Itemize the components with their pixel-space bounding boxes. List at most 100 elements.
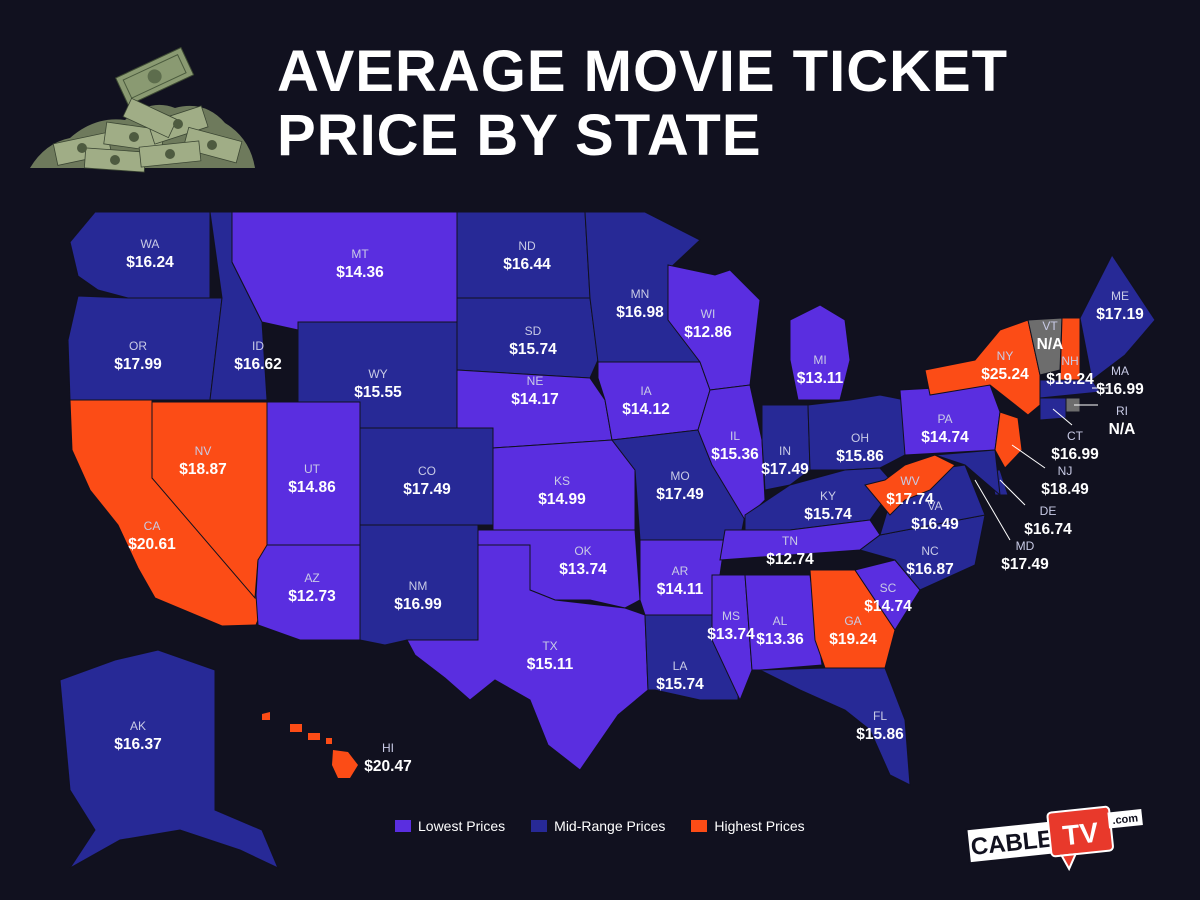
legend-label-mid: Mid-Range Prices — [554, 818, 666, 834]
state-abbr-nj: NJ — [1058, 464, 1073, 478]
state-price-me: $17.19 — [1096, 306, 1144, 323]
state-shape-ks — [492, 439, 636, 531]
state-abbr-sc: SC — [880, 581, 897, 595]
state-abbr-vt: VT — [1042, 319, 1058, 333]
page-title: AVERAGE MOVIE TICKET PRICE BY STATE — [277, 40, 1008, 168]
state-abbr-ca: CA — [144, 519, 161, 533]
state-price-ca: $20.61 — [128, 536, 176, 553]
state-price-mo: $17.49 — [656, 486, 704, 503]
state-price-de: $16.74 — [1024, 521, 1072, 538]
legend-swatch-mid — [531, 820, 548, 832]
state-price-mi: $13.11 — [797, 370, 844, 387]
state-price-nm: $16.99 — [394, 596, 442, 613]
leader-line-nj — [1011, 444, 1046, 469]
legend-label-lowest: Lowest Prices — [418, 818, 506, 834]
state-price-nd: $16.44 — [503, 256, 551, 273]
state-shape-al — [744, 574, 823, 671]
state-price-ia: $14.12 — [622, 401, 669, 418]
cabletv-logo: CABLE TV .com — [962, 800, 1152, 880]
state-price-id: $16.62 — [234, 356, 281, 373]
state-price-ma: $16.99 — [1096, 381, 1144, 398]
state-abbr-id: ID — [252, 339, 264, 353]
state-abbr-ne: NE — [527, 374, 544, 388]
state-abbr-ma: MA — [1111, 364, 1129, 378]
state-shape-sd — [456, 297, 599, 379]
state-shape-ak — [59, 649, 279, 870]
state-abbr-wi: WI — [701, 307, 716, 321]
state-price-ks: $14.99 — [538, 491, 586, 508]
legend: Lowest Prices Mid-Range Prices Highest P… — [395, 818, 805, 834]
logo-tv-text: TV — [1061, 817, 1100, 852]
state-price-ky: $15.74 — [804, 506, 852, 523]
state-abbr-wa: WA — [141, 237, 160, 251]
leader-line-de — [999, 479, 1026, 506]
state-abbr-mo: MO — [670, 469, 689, 483]
state-price-vt: N/A — [1037, 336, 1064, 353]
legend-swatch-lowest — [395, 820, 411, 832]
state-price-or: $17.99 — [114, 356, 162, 373]
state-abbr-sd: SD — [525, 324, 542, 338]
state-price-in: $17.49 — [761, 461, 809, 478]
state-abbr-ri: RI — [1116, 404, 1128, 418]
state-price-wi: $12.86 — [684, 324, 732, 341]
state-price-ne: $14.17 — [511, 391, 558, 408]
state-abbr-ky: KY — [820, 489, 836, 503]
state-abbr-fl: FL — [873, 709, 887, 723]
state-price-ms: $13.74 — [707, 626, 755, 643]
state-shape-wv — [864, 454, 956, 516]
state-abbr-mi: MI — [813, 353, 826, 367]
legend-swatch-highest — [691, 820, 708, 832]
state-price-ny: $25.24 — [981, 366, 1029, 383]
state-abbr-nm: NM — [409, 579, 428, 593]
state-abbr-de: DE — [1040, 504, 1057, 518]
legend-item-highest: Highest Prices — [691, 818, 805, 834]
state-shape-mi — [789, 304, 851, 401]
state-price-az: $12.73 — [288, 588, 336, 605]
state-abbr-mn: MN — [631, 287, 650, 301]
state-abbr-pa: PA — [937, 412, 952, 426]
money-pile-icon — [25, 38, 260, 178]
state-abbr-oh: OH — [851, 431, 869, 445]
state-abbr-ok: OK — [574, 544, 591, 558]
state-shape-hi-island-5 — [332, 750, 358, 778]
state-abbr-al: AL — [773, 614, 788, 628]
legend-label-highest: Highest Prices — [714, 818, 805, 834]
state-abbr-ga: GA — [844, 614, 861, 628]
state-abbr-ut: UT — [304, 462, 321, 476]
state-abbr-la: LA — [673, 659, 688, 673]
state-price-sd: $15.74 — [509, 341, 557, 358]
state-abbr-or: OR — [129, 339, 147, 353]
state-price-la: $15.74 — [656, 676, 704, 693]
state-price-il: $15.36 — [711, 446, 759, 463]
state-price-pa: $14.74 — [921, 429, 969, 446]
state-price-ga: $19.24 — [829, 631, 877, 648]
state-price-ut: $14.86 — [288, 479, 336, 496]
state-price-nh: $19.24 — [1046, 371, 1094, 388]
state-abbr-in: IN — [779, 444, 791, 458]
state-abbr-nc: NC — [921, 544, 939, 558]
state-shape-nd — [456, 211, 591, 299]
state-abbr-ny: NY — [997, 349, 1014, 363]
state-price-tx: $15.11 — [527, 656, 574, 673]
state-price-ak: $16.37 — [114, 736, 161, 753]
state-abbr-nv: NV — [195, 444, 212, 458]
state-abbr-az: AZ — [304, 571, 319, 585]
state-abbr-il: IL — [730, 429, 740, 443]
state-abbr-ar: AR — [672, 564, 689, 578]
state-price-ar: $14.11 — [657, 581, 704, 598]
state-abbr-tx: TX — [542, 639, 557, 653]
state-abbr-ak: AK — [130, 719, 146, 733]
state-abbr-ks: KS — [554, 474, 570, 488]
state-abbr-co: CO — [418, 464, 436, 478]
state-shape-hi-island-1 — [262, 712, 270, 720]
state-abbr-md: MD — [1016, 539, 1035, 553]
state-price-md: $17.49 — [1001, 556, 1049, 573]
title-line-2: PRICE BY STATE — [277, 103, 762, 168]
state-abbr-ia: IA — [640, 384, 651, 398]
state-price-nj: $18.49 — [1041, 481, 1089, 498]
legend-item-lowest: Lowest Prices — [395, 818, 505, 834]
state-abbr-hi: HI — [382, 741, 394, 755]
state-shape-hi-island-3 — [308, 733, 320, 740]
state-abbr-nd: ND — [518, 239, 536, 253]
state-price-wv: $17.74 — [886, 491, 934, 508]
